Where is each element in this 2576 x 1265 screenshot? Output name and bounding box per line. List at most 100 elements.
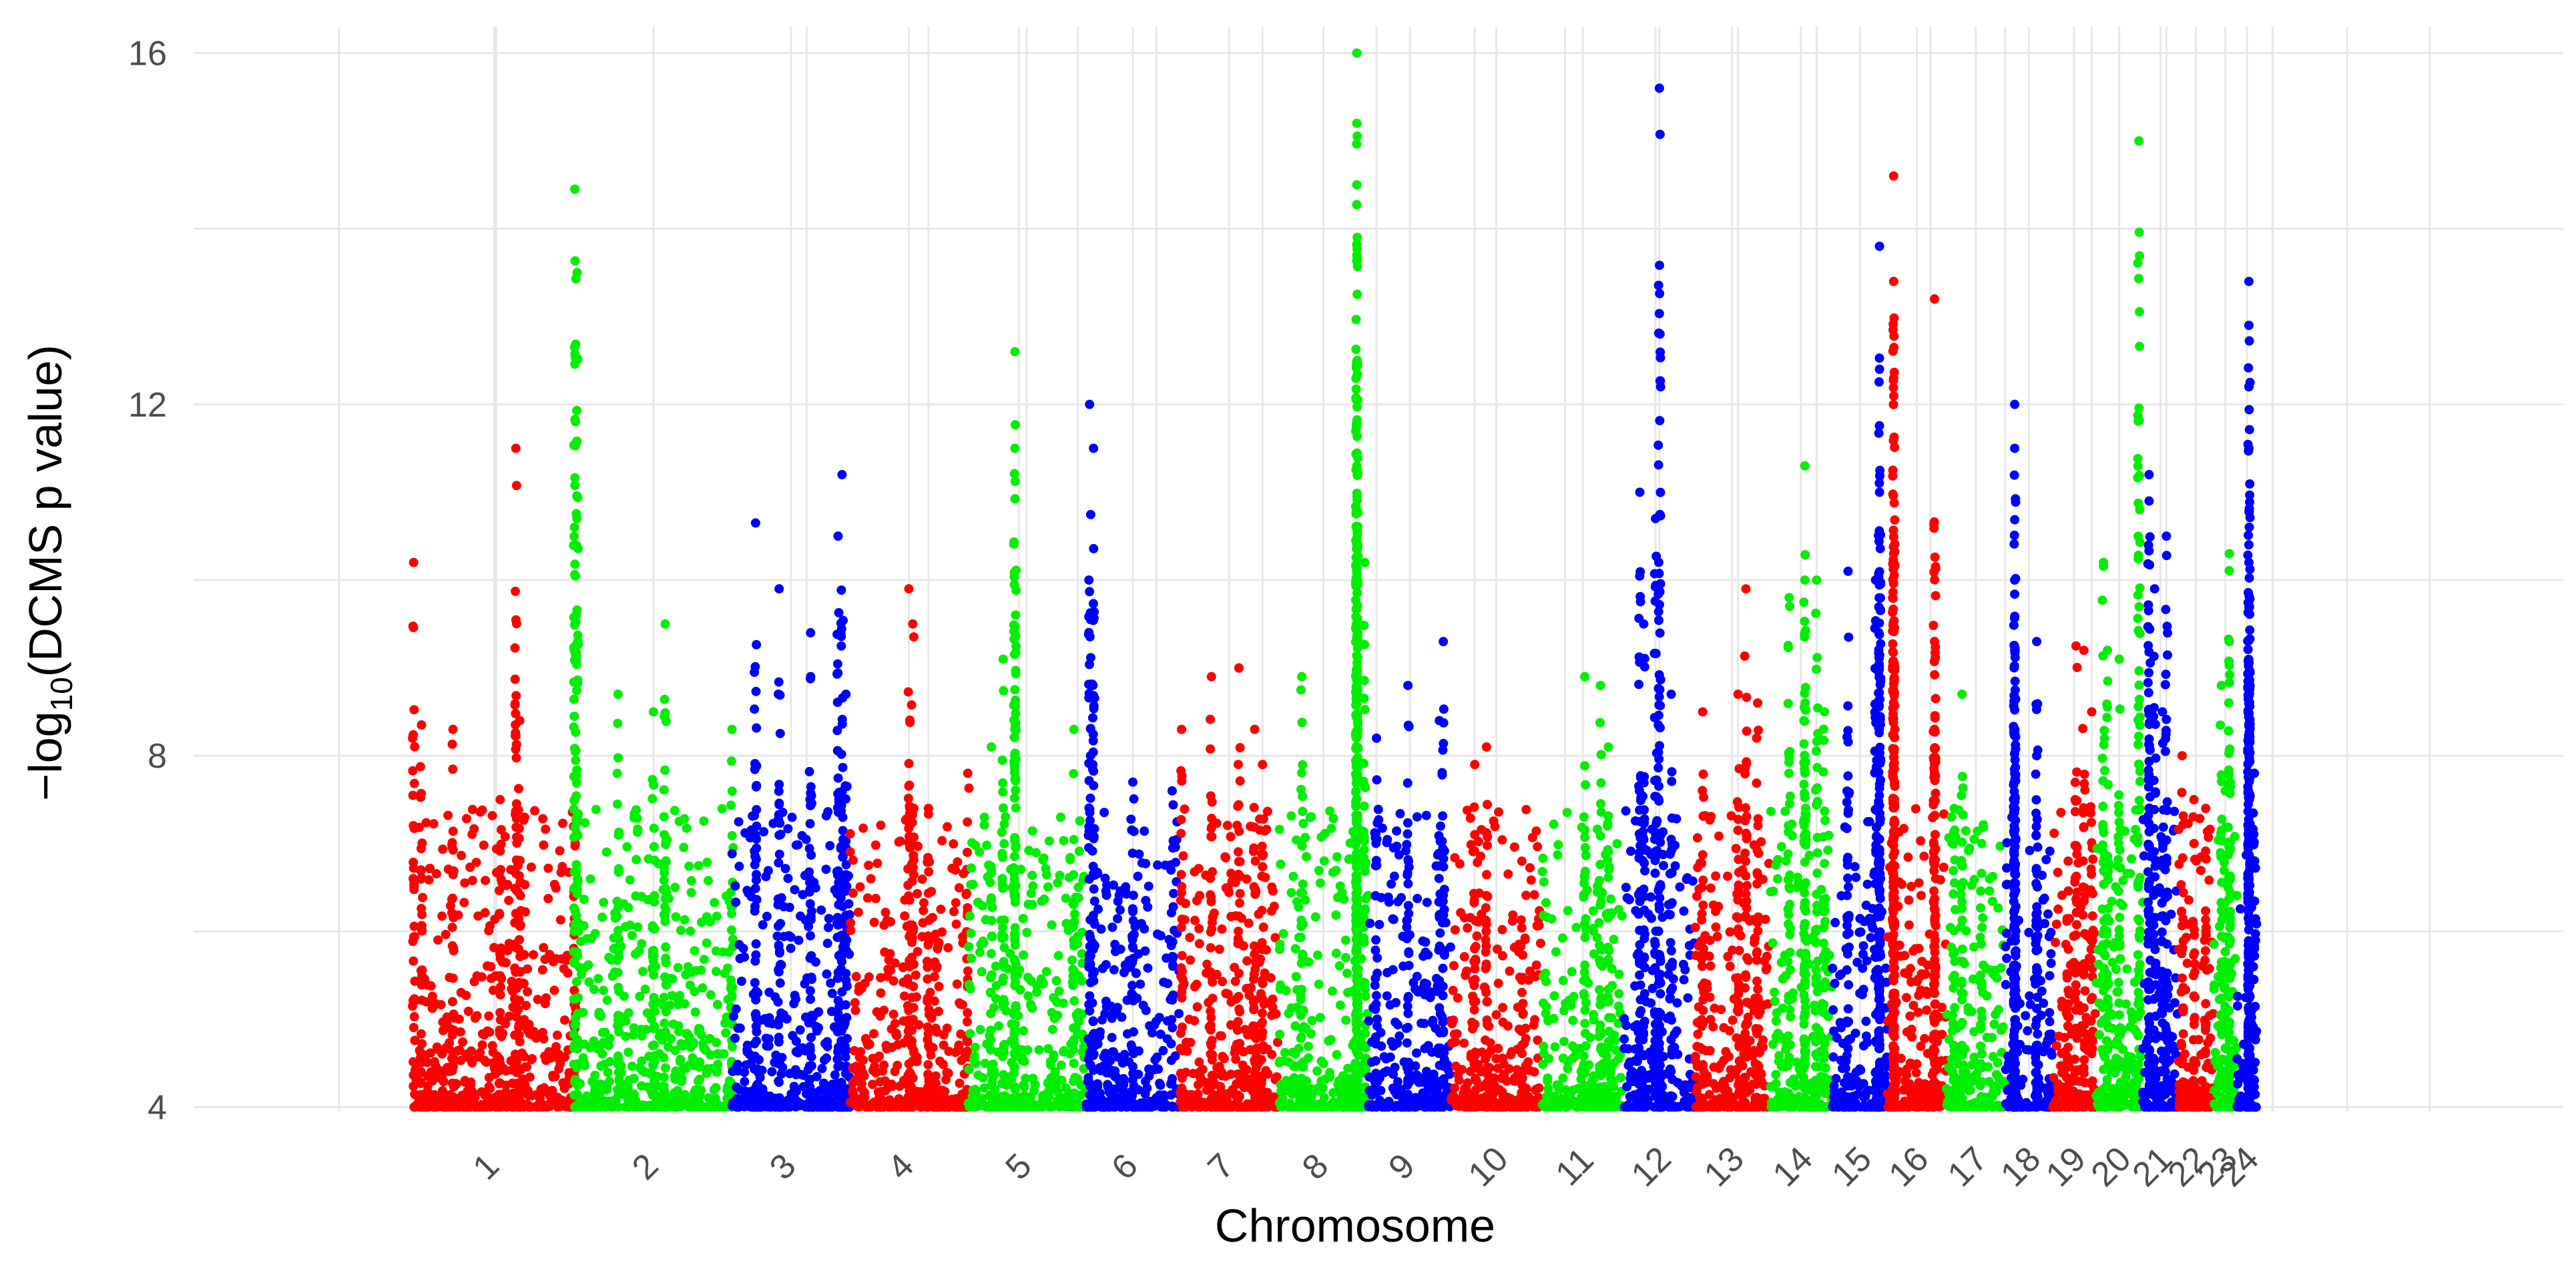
snp-point: [953, 1102, 963, 1112]
snp-point: [1152, 1052, 1162, 1062]
snp-point: [822, 1041, 832, 1051]
snp-point: [1159, 977, 1169, 987]
snp-point: [1136, 919, 1146, 929]
snp-point: [475, 1102, 485, 1112]
snp-point: [854, 1052, 864, 1062]
snp-point: [826, 978, 836, 988]
snp-point: [547, 1086, 557, 1096]
snp-point: [416, 865, 426, 875]
snp-point: [767, 1098, 777, 1108]
snp-point: [638, 967, 648, 977]
snp-point: [1371, 991, 1381, 1001]
snp-point: [875, 1011, 885, 1021]
snp-point: [449, 1009, 459, 1019]
snp-point: [674, 1101, 684, 1111]
snp-point: [892, 1060, 903, 1070]
snp-point: [1373, 804, 1383, 814]
snp-point: [706, 1050, 716, 1060]
snp-point: [805, 1041, 815, 1051]
snp-point: [671, 912, 681, 922]
snp-point: [1009, 955, 1019, 965]
snp-point: [986, 1025, 996, 1035]
snp-point: [1111, 1072, 1121, 1082]
snp-point: [1073, 882, 1083, 893]
snp-point: [854, 1074, 864, 1084]
snp-point: [1360, 860, 1370, 870]
snp-point: [1402, 829, 1412, 839]
snp-point: [1084, 999, 1094, 1009]
snp-point: [838, 826, 848, 836]
peak-point-chr-6: [1085, 399, 1095, 409]
snp-point: [727, 991, 737, 1001]
snp-point: [511, 868, 521, 878]
snp-point: [841, 975, 851, 985]
snp-point: [731, 897, 741, 907]
snp-point: [495, 1102, 505, 1112]
snp-point: [1359, 845, 1369, 855]
snp-point: [591, 804, 601, 814]
snp-point: [1068, 923, 1078, 933]
snp-point: [939, 1040, 949, 1050]
snp-point: [999, 838, 1009, 848]
snp-point: [495, 982, 505, 992]
snp-point: [963, 1008, 973, 1018]
snp-point: [805, 1082, 815, 1092]
snp-point: [1089, 870, 1099, 880]
snp-point: [1316, 1076, 1326, 1086]
snp-point: [752, 804, 762, 814]
snp-point: [438, 844, 448, 854]
snp-point: [417, 1039, 427, 1049]
snp-point: [774, 1058, 784, 1068]
snp-point: [1251, 1102, 1261, 1112]
snp-point: [1009, 539, 1019, 549]
snp-point: [934, 1007, 944, 1017]
snp-point: [805, 818, 815, 828]
snp-point: [997, 1102, 1007, 1112]
snp-point: [1370, 833, 1380, 843]
snp-point: [999, 957, 1009, 967]
snp-point: [1286, 888, 1296, 898]
snp-point: [923, 1082, 933, 1092]
snp-point: [1327, 986, 1337, 996]
snp-point: [571, 339, 581, 349]
snp-point: [750, 762, 760, 772]
snp-point: [650, 1021, 660, 1031]
snp-point: [787, 812, 797, 822]
snp-point: [1234, 969, 1244, 979]
snp-point: [690, 946, 700, 956]
snp-point: [1352, 200, 1362, 210]
snp-point: [1168, 937, 1178, 947]
snp-point: [1412, 894, 1423, 904]
snp-point: [1046, 1073, 1056, 1083]
snp-point: [1281, 985, 1291, 995]
snp-point: [1353, 652, 1363, 662]
snp-point: [1085, 959, 1095, 969]
snp-point: [571, 977, 581, 987]
snp-point: [937, 836, 947, 846]
snp-point: [613, 1011, 623, 1021]
snp-point: [690, 1007, 700, 1017]
snp-point: [907, 1072, 917, 1082]
snp-point: [1372, 953, 1382, 963]
snp-point: [1186, 955, 1196, 965]
snp-point: [885, 949, 895, 959]
snp-point: [927, 913, 937, 923]
snp-point: [1298, 760, 1308, 770]
snp-point: [751, 995, 761, 1005]
snp-point: [923, 931, 933, 941]
snp-point: [1359, 676, 1369, 686]
snp-point: [1284, 1009, 1294, 1019]
snp-point: [1190, 982, 1200, 992]
snp-point: [1258, 1045, 1268, 1055]
snp-point: [886, 917, 896, 927]
snp-point: [1303, 1041, 1313, 1051]
snp-point: [1077, 949, 1087, 959]
snp-point: [443, 810, 453, 820]
snp-point: [841, 1045, 851, 1055]
snp-point: [998, 787, 1008, 797]
snp-point: [410, 976, 420, 986]
snp-point: [613, 1102, 623, 1112]
snp-point: [1089, 824, 1099, 834]
snp-point: [1221, 989, 1231, 999]
snp-point: [1084, 575, 1094, 585]
